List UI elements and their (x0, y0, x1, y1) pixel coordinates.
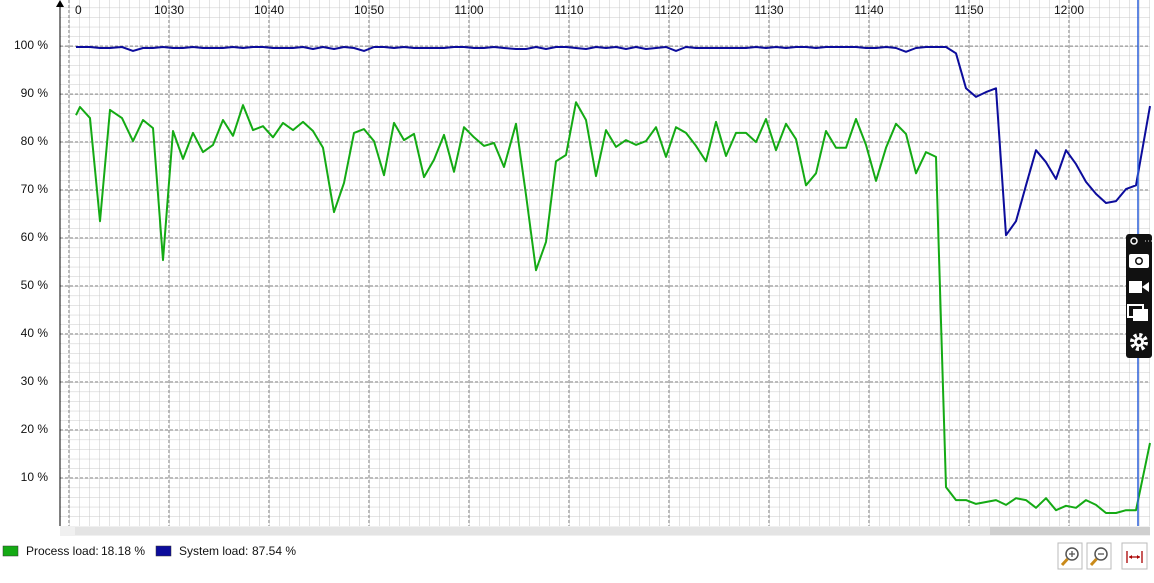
window-button[interactable] (1127, 304, 1148, 321)
zoom-in-button[interactable] (1057, 542, 1083, 570)
y-tick-label: 50 % (21, 278, 49, 292)
toolbar: ··· (1126, 234, 1153, 358)
y-tick-label: 70 % (21, 182, 49, 196)
y-tick-label: 30 % (21, 374, 49, 388)
major-grid (60, 0, 1150, 526)
x-tick-label: 11:50 (954, 3, 983, 17)
series-line (76, 46, 1151, 237)
scrollbar-thumb[interactable] (990, 527, 1150, 535)
y-tick-label: 100 % (14, 38, 48, 52)
pin-icon[interactable] (1130, 237, 1138, 245)
legend-value: 18.18 % (101, 544, 145, 558)
x-tick-label: 10:50 (354, 3, 384, 17)
more-icon[interactable]: ··· (1144, 235, 1153, 245)
x-tick-label: 10:40 (254, 3, 284, 17)
legend-label: Process load: (26, 544, 99, 558)
legend-swatch (155, 545, 172, 557)
settings-button[interactable] (1130, 333, 1148, 351)
x-tick-label: 0 (75, 3, 82, 17)
scrollbar-range[interactable] (75, 527, 990, 535)
y-tick-label: 10 % (21, 470, 49, 484)
legend: Process load: 18.18 % System load: 87.54 % (2, 544, 296, 558)
legend-value: 87.54 % (252, 544, 296, 558)
video-button[interactable] (1129, 281, 1149, 293)
camera-button[interactable] (1129, 254, 1149, 268)
y-tick-label: 90 % (21, 86, 49, 100)
x-tick-label: 11:40 (854, 3, 883, 17)
y-tick-label: 80 % (21, 134, 49, 148)
x-tick-label: 12:00 (1054, 3, 1084, 17)
minor-grid (60, 0, 1150, 526)
x-tick-label: 11:20 (654, 3, 683, 17)
y-tick-label: 20 % (21, 422, 49, 436)
legend-swatch (2, 545, 19, 557)
y-tick-label: 40 % (21, 326, 49, 340)
x-tick-label: 10:30 (154, 3, 184, 17)
x-tick-label: 11:30 (754, 3, 783, 17)
zoom-out-button[interactable] (1086, 542, 1112, 570)
fit-button[interactable] (1121, 542, 1148, 570)
y-tick-label: 60 % (21, 230, 49, 244)
series-line (75, 101, 1151, 514)
y-axis-arrow (56, 0, 64, 7)
legend-label: System load: (179, 544, 248, 558)
x-tick-label: 11:00 (454, 3, 483, 17)
x-tick-label: 11:10 (554, 3, 583, 17)
